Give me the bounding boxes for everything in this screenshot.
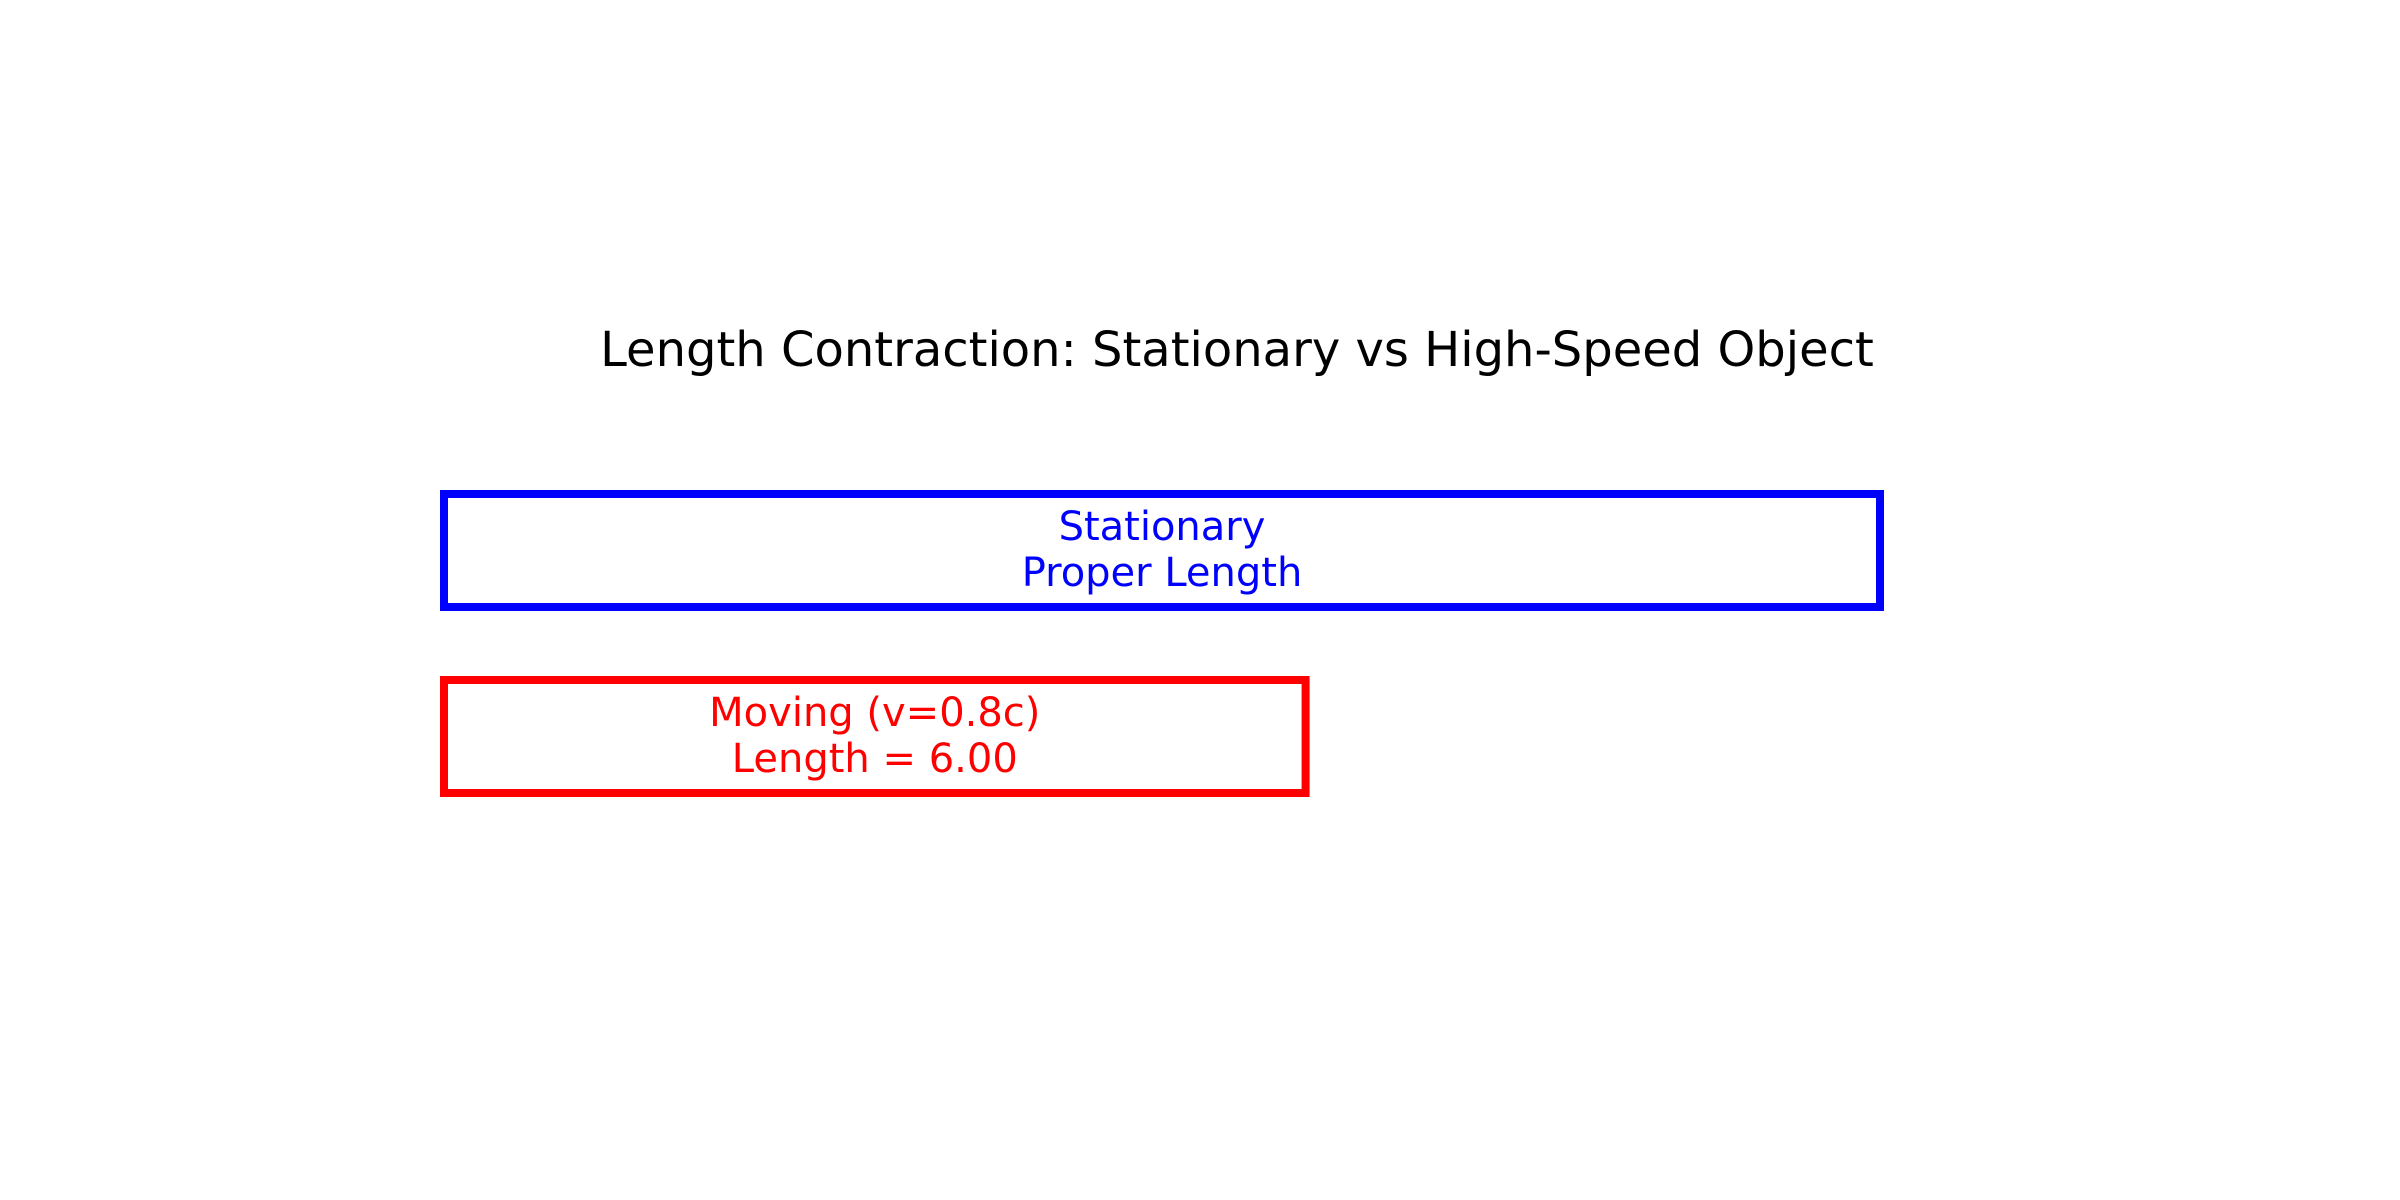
moving-label-line1: Moving (v=0.8c) xyxy=(709,690,1040,736)
moving-label-line2: Length = 6.00 xyxy=(732,736,1018,782)
stationary-label-line1: Stationary xyxy=(1059,504,1266,550)
stationary-label-line2: Proper Length xyxy=(1022,550,1303,596)
stationary-rectangle xyxy=(440,490,1884,611)
diagram-title: Length Contraction: Stationary vs High-S… xyxy=(600,322,1874,378)
moving-box: Moving (v=0.8c) Length = 6.00 xyxy=(440,676,1310,797)
stationary-box: Stationary Proper Length xyxy=(440,490,1884,611)
moving-rectangle xyxy=(440,676,1310,797)
